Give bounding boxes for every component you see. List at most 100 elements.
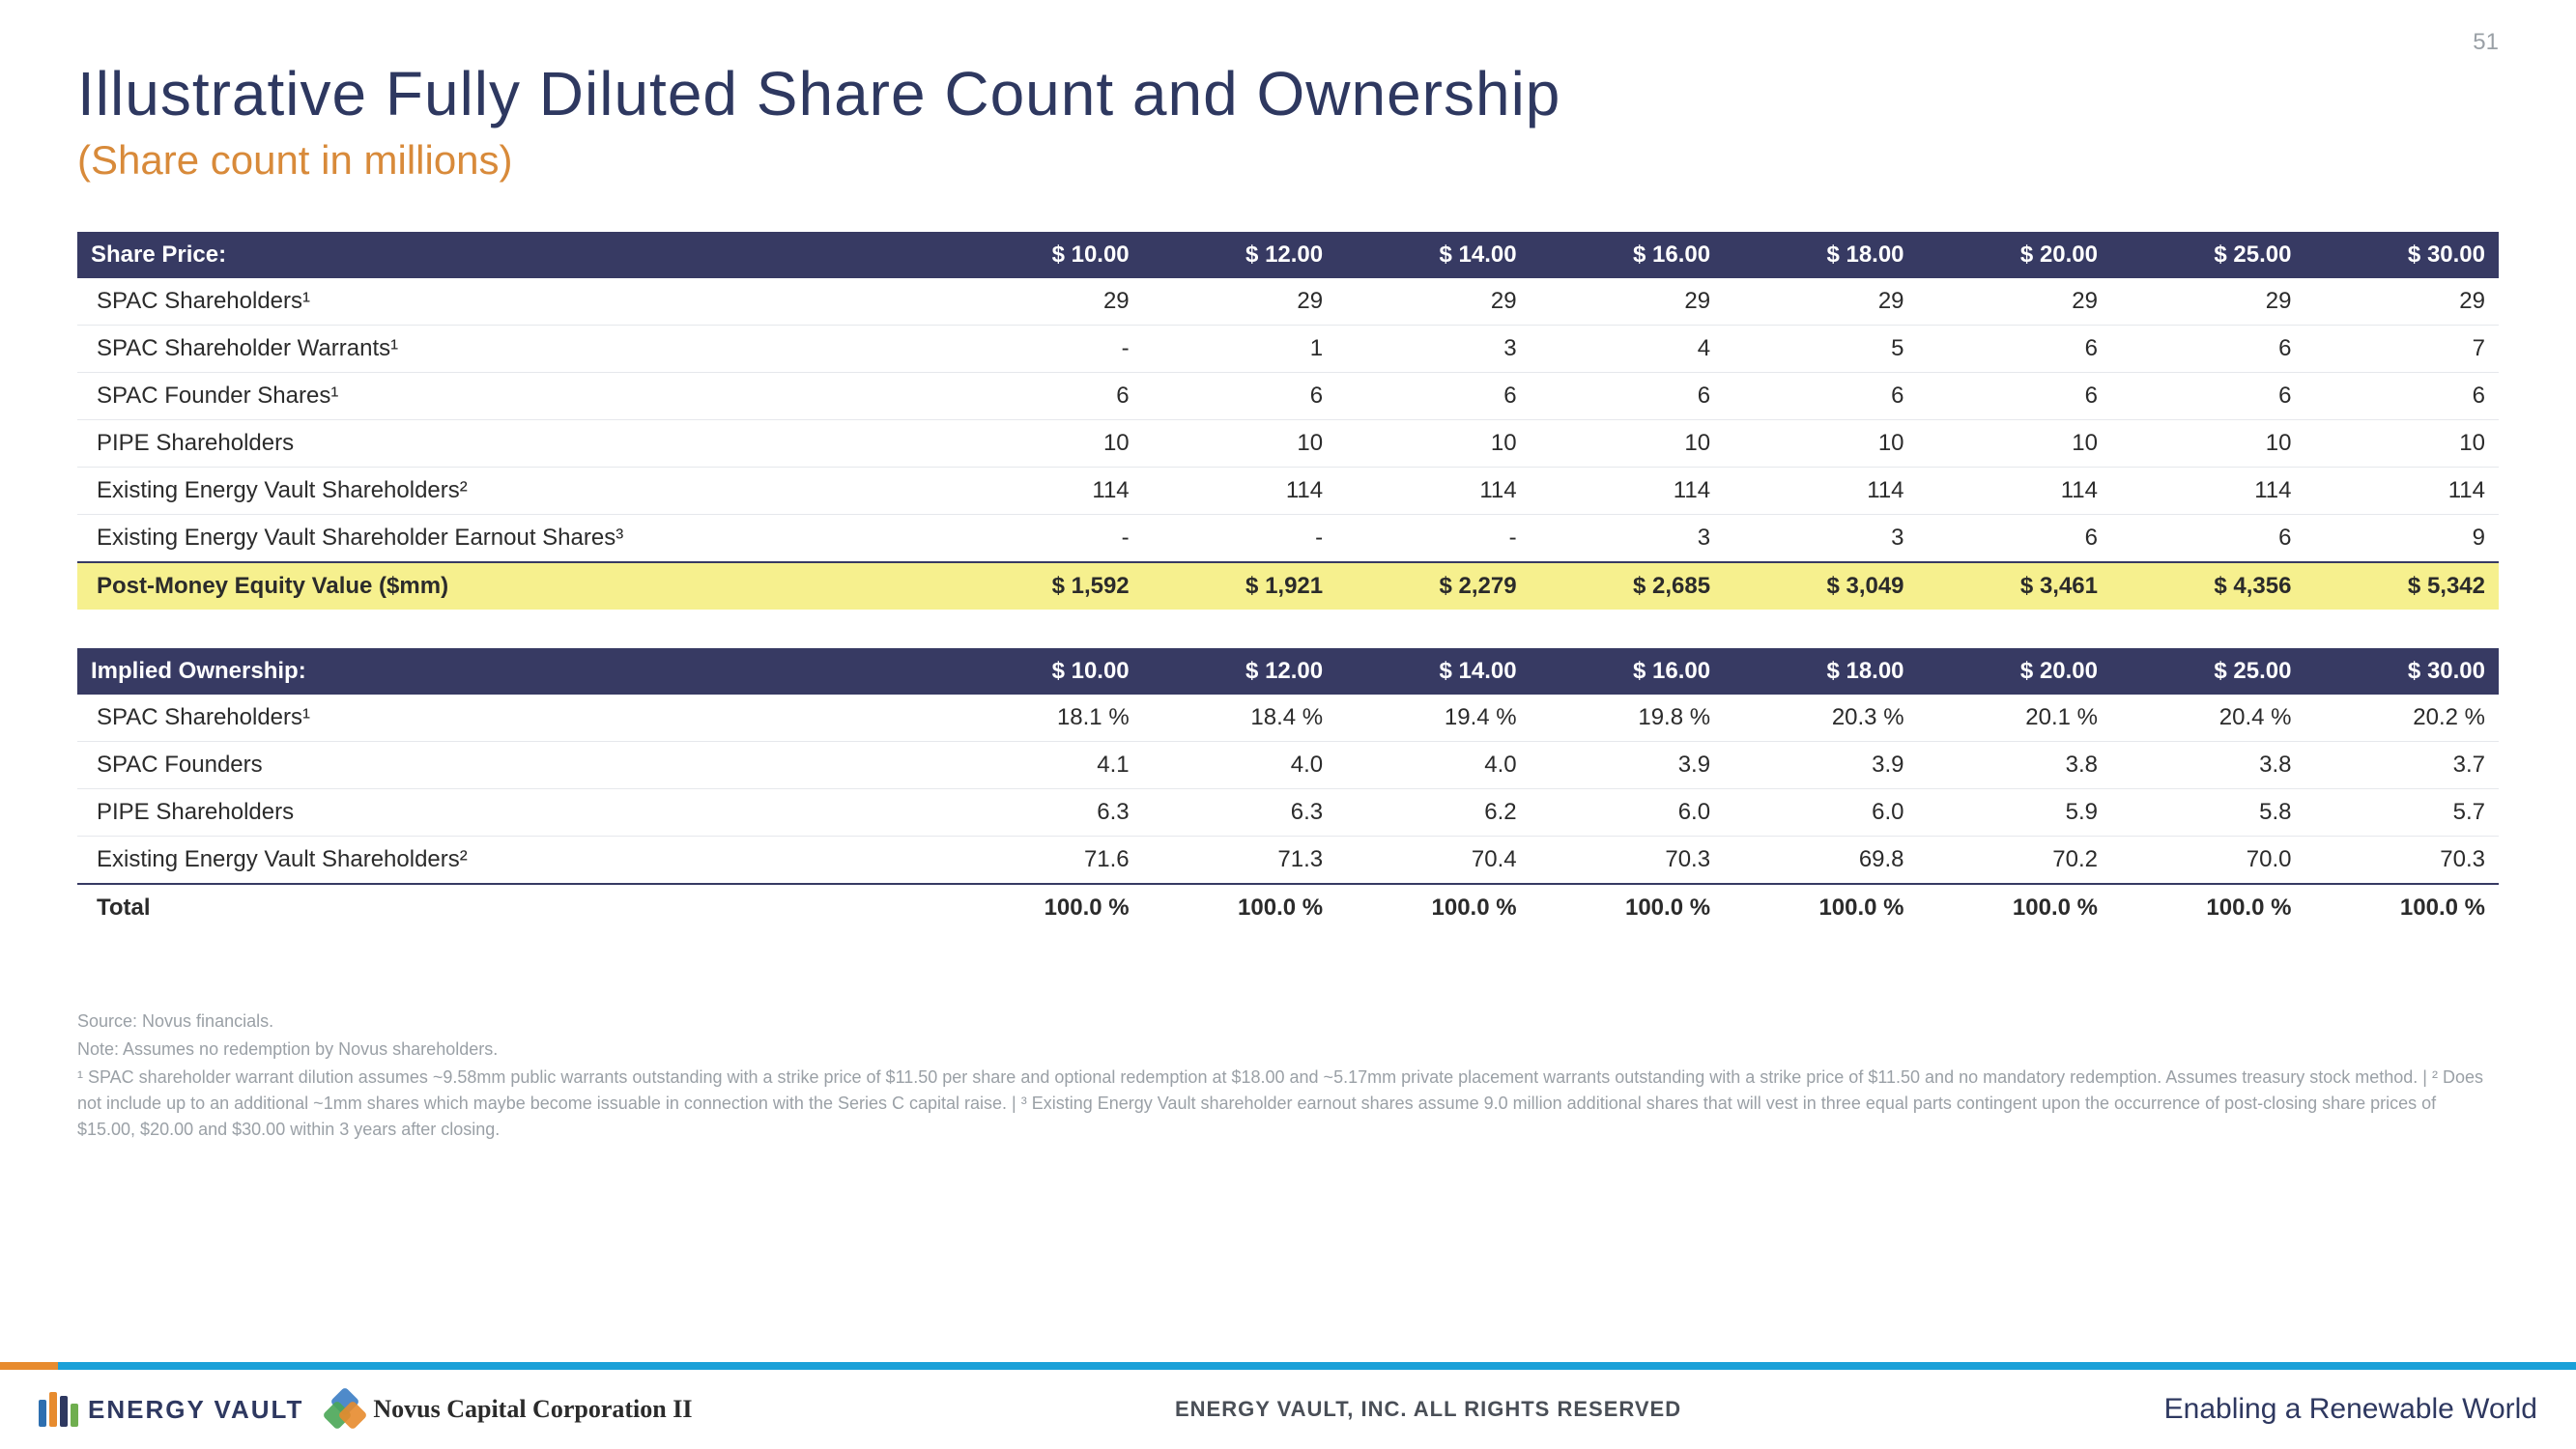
row-value: 6	[1336, 373, 1530, 420]
table-row: SPAC Founder Shares¹66666666	[77, 373, 2499, 420]
row-value: 29	[949, 278, 1142, 326]
row-value: 100.0 %	[949, 884, 1142, 931]
row-label: Existing Energy Vault Shareholders²	[77, 468, 949, 515]
share-count-table: Share Price:$ 10.00$ 12.00$ 14.00$ 16.00…	[77, 232, 2499, 610]
row-value: 10	[1531, 420, 1724, 468]
row-value: 20.3 %	[1724, 695, 1917, 742]
row-value: 19.8 %	[1531, 695, 1724, 742]
row-value: 70.0	[2111, 837, 2304, 885]
row-value: 6	[1531, 373, 1724, 420]
row-value: 70.3	[2304, 837, 2499, 885]
table-row: PIPE Shareholders1010101010101010	[77, 420, 2499, 468]
row-value: 70.3	[1531, 837, 1724, 885]
table-header-value: $ 20.00	[1918, 648, 2111, 695]
row-value: 29	[2111, 278, 2304, 326]
energy-vault-logo-text: ENERGY VAULT	[88, 1395, 303, 1425]
energy-vault-logo: ENERGY VAULT	[39, 1392, 303, 1427]
table-header-value: $ 14.00	[1336, 648, 1530, 695]
row-label: Total	[77, 884, 949, 931]
row-value: 3.8	[2111, 742, 2304, 789]
table-row: Total100.0 %100.0 %100.0 %100.0 %100.0 %…	[77, 884, 2499, 931]
novus-icon	[327, 1391, 363, 1428]
row-value: 6	[1918, 373, 2111, 420]
row-value: 6.0	[1724, 789, 1917, 837]
row-value: 114	[1918, 468, 2111, 515]
row-value: 4.0	[1336, 742, 1530, 789]
footnote-line: ¹ SPAC shareholder warrant dilution assu…	[77, 1065, 2499, 1143]
row-value: 19.4 %	[1336, 695, 1530, 742]
table-header-value: $ 14.00	[1336, 232, 1530, 278]
row-value: 20.4 %	[2111, 695, 2304, 742]
row-value: 70.2	[1918, 837, 2111, 885]
row-value: 114	[2304, 468, 2499, 515]
footer-bar: ENERGY VAULT Novus Capital Corporation I…	[0, 1362, 2576, 1449]
table-header-value: $ 18.00	[1724, 648, 1917, 695]
row-value: $ 3,049	[1724, 562, 1917, 610]
footnote-line: Source: Novus financials.	[77, 1009, 2499, 1035]
table-row: PIPE Shareholders6.36.36.26.06.05.95.85.…	[77, 789, 2499, 837]
row-value: 10	[949, 420, 1142, 468]
row-value: 29	[1531, 278, 1724, 326]
row-value: -	[1143, 515, 1336, 563]
row-value: 18.1 %	[949, 695, 1142, 742]
row-value: 10	[1336, 420, 1530, 468]
row-value: 100.0 %	[1336, 884, 1530, 931]
table-header-label: Share Price:	[77, 232, 949, 278]
row-value: -	[1336, 515, 1530, 563]
footnotes: Source: Novus financials.Note: Assumes n…	[77, 1009, 2499, 1143]
row-value: 70.4	[1336, 837, 1530, 885]
table-header-label: Implied Ownership:	[77, 648, 949, 695]
row-value: 3.9	[1724, 742, 1917, 789]
row-label: Existing Energy Vault Shareholder Earnou…	[77, 515, 949, 563]
table-row: SPAC Shareholder Warrants¹-1345667	[77, 326, 2499, 373]
row-value: 6	[2111, 326, 2304, 373]
row-value: $ 3,461	[1918, 562, 2111, 610]
row-value: 100.0 %	[1724, 884, 1917, 931]
row-value: 6	[2304, 373, 2499, 420]
row-value: 29	[1724, 278, 1917, 326]
row-value: 10	[2111, 420, 2304, 468]
row-label: Post-Money Equity Value ($mm)	[77, 562, 949, 610]
row-value: 18.4 %	[1143, 695, 1336, 742]
table-row: Existing Energy Vault Shareholder Earnou…	[77, 515, 2499, 563]
row-value: 69.8	[1724, 837, 1917, 885]
row-value: $ 1,592	[949, 562, 1142, 610]
row-value: 6	[1918, 515, 2111, 563]
row-value: 10	[2304, 420, 2499, 468]
row-value: 100.0 %	[2304, 884, 2499, 931]
row-value: 3.9	[1531, 742, 1724, 789]
row-value: 114	[1336, 468, 1530, 515]
row-value: 3	[1724, 515, 1917, 563]
row-value: 4.0	[1143, 742, 1336, 789]
row-value: 114	[1724, 468, 1917, 515]
row-label: Existing Energy Vault Shareholders²	[77, 837, 949, 885]
row-value: -	[949, 515, 1142, 563]
novus-logo-text: Novus Capital Corporation II	[373, 1395, 692, 1424]
row-value: 6	[2111, 515, 2304, 563]
row-value: 3	[1336, 326, 1530, 373]
row-value: 5.7	[2304, 789, 2499, 837]
table-header-value: $ 12.00	[1143, 232, 1336, 278]
table-row: Existing Energy Vault Shareholders²71.67…	[77, 837, 2499, 885]
table-header-value: $ 25.00	[2111, 232, 2304, 278]
row-value: 100.0 %	[1143, 884, 1336, 931]
row-value: $ 2,685	[1531, 562, 1724, 610]
row-label: PIPE Shareholders	[77, 420, 949, 468]
row-value: $ 5,342	[2304, 562, 2499, 610]
table-header-value: $ 10.00	[949, 232, 1142, 278]
footnote-line: Note: Assumes no redemption by Novus sha…	[77, 1037, 2499, 1063]
row-value: 3.7	[2304, 742, 2499, 789]
row-value: 29	[2304, 278, 2499, 326]
row-value: 9	[2304, 515, 2499, 563]
row-value: 5.8	[2111, 789, 2304, 837]
row-label: PIPE Shareholders	[77, 789, 949, 837]
row-label: SPAC Founders	[77, 742, 949, 789]
row-value: $ 4,356	[2111, 562, 2304, 610]
row-value: 29	[1143, 278, 1336, 326]
footer-logos: ENERGY VAULT Novus Capital Corporation I…	[39, 1391, 692, 1428]
row-value: 5.9	[1918, 789, 2111, 837]
footer-copyright: ENERGY VAULT, INC. ALL RIGHTS RESERVED	[1175, 1397, 1681, 1422]
row-value: 6.3	[949, 789, 1142, 837]
row-value: 6.0	[1531, 789, 1724, 837]
row-value: 10	[1918, 420, 2111, 468]
